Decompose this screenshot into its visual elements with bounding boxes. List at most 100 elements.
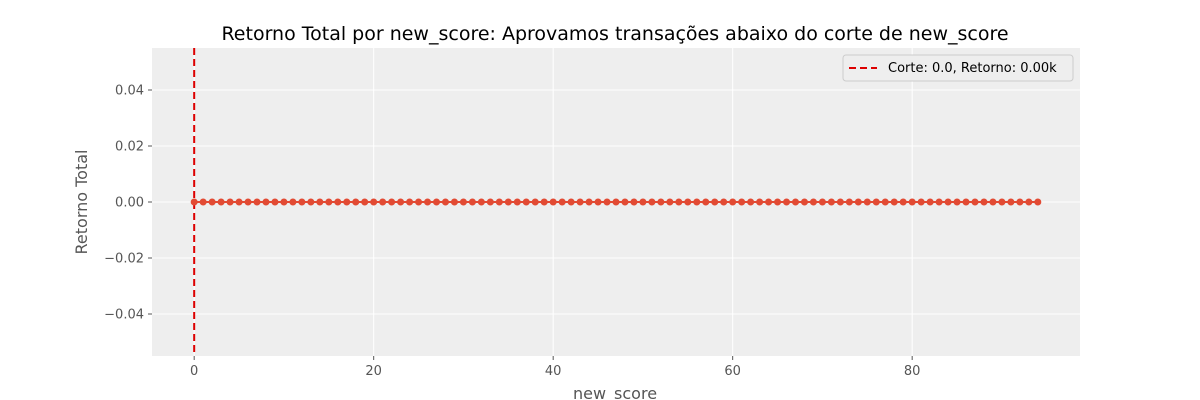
data-point bbox=[441, 198, 449, 206]
data-point bbox=[190, 198, 198, 206]
x-tick-label: 40 bbox=[545, 364, 562, 379]
data-point bbox=[872, 198, 880, 206]
data-point bbox=[791, 198, 799, 206]
y-tick-label: −0.04 bbox=[104, 308, 144, 323]
y-tick-label: 0.02 bbox=[115, 140, 144, 155]
data-point bbox=[899, 198, 907, 206]
data-point bbox=[845, 198, 853, 206]
data-point bbox=[747, 198, 755, 206]
data-point bbox=[756, 198, 764, 206]
data-point bbox=[800, 198, 808, 206]
data-point bbox=[926, 198, 934, 206]
data-point bbox=[540, 198, 548, 206]
data-point bbox=[998, 198, 1006, 206]
data-point bbox=[271, 198, 279, 206]
data-point bbox=[684, 198, 692, 206]
data-point bbox=[729, 198, 737, 206]
data-point bbox=[522, 198, 530, 206]
data-point bbox=[226, 198, 234, 206]
data-point bbox=[720, 198, 728, 206]
data-point bbox=[361, 198, 369, 206]
data-point bbox=[693, 198, 701, 206]
data-point bbox=[334, 198, 342, 206]
data-point bbox=[783, 198, 791, 206]
x-tick-label: 80 bbox=[904, 364, 921, 379]
data-point bbox=[594, 198, 602, 206]
data-point bbox=[989, 198, 997, 206]
data-point bbox=[262, 198, 270, 206]
data-point bbox=[738, 198, 746, 206]
data-point bbox=[352, 198, 360, 206]
data-point bbox=[307, 198, 315, 206]
data-point bbox=[217, 198, 225, 206]
data-point bbox=[289, 198, 297, 206]
data-point bbox=[549, 198, 557, 206]
data-point bbox=[908, 198, 916, 206]
data-point bbox=[1034, 198, 1042, 206]
data-point bbox=[325, 198, 333, 206]
data-point bbox=[711, 198, 719, 206]
data-point bbox=[558, 198, 566, 206]
data-point bbox=[495, 198, 503, 206]
legend: Corte: 0.0, Retorno: 0.00k bbox=[842, 54, 1074, 82]
data-point bbox=[1025, 198, 1033, 206]
data-point bbox=[424, 198, 432, 206]
data-point bbox=[639, 198, 647, 206]
data-point bbox=[836, 198, 844, 206]
data-point bbox=[881, 198, 889, 206]
ticks: 0 20 40 60 80 −0.04 −0.02 0.00 0.02 0.04 bbox=[104, 84, 920, 380]
data-point bbox=[459, 198, 467, 206]
data-point bbox=[253, 198, 261, 206]
data-point bbox=[863, 198, 871, 206]
data-point bbox=[1007, 198, 1015, 206]
data-point bbox=[657, 198, 665, 206]
data-point bbox=[316, 198, 324, 206]
data-point bbox=[468, 198, 476, 206]
data-point bbox=[603, 198, 611, 206]
data-point bbox=[433, 198, 441, 206]
data-point bbox=[809, 198, 817, 206]
data-point bbox=[370, 198, 378, 206]
legend-box bbox=[842, 54, 1074, 82]
data-point bbox=[944, 198, 952, 206]
data-point bbox=[208, 198, 216, 206]
data-point bbox=[1016, 198, 1024, 206]
data-point bbox=[199, 198, 207, 206]
data-point bbox=[576, 198, 584, 206]
data-point bbox=[675, 198, 683, 206]
data-point bbox=[477, 198, 485, 206]
data-point bbox=[980, 198, 988, 206]
data-point bbox=[818, 198, 826, 206]
x-tick-label: 20 bbox=[365, 364, 382, 379]
data-point bbox=[567, 198, 575, 206]
data-point bbox=[504, 198, 512, 206]
data-point bbox=[612, 198, 620, 206]
data-point bbox=[388, 198, 396, 206]
data-point bbox=[702, 198, 710, 206]
y-axis-label: Retorno Total bbox=[72, 150, 91, 255]
x-tick-label: 60 bbox=[724, 364, 741, 379]
data-point bbox=[935, 198, 943, 206]
data-point bbox=[486, 198, 494, 206]
data-point bbox=[953, 198, 961, 206]
data-point bbox=[774, 198, 782, 206]
data-point bbox=[621, 198, 629, 206]
data-point bbox=[827, 198, 835, 206]
data-point bbox=[666, 198, 674, 206]
y-tick-label: −0.02 bbox=[104, 252, 144, 267]
data-point bbox=[298, 198, 306, 206]
data-point bbox=[765, 198, 773, 206]
data-point bbox=[648, 198, 656, 206]
data-point bbox=[379, 198, 387, 206]
data-point bbox=[917, 198, 925, 206]
x-axis-label: new_score bbox=[573, 384, 657, 400]
data-point bbox=[962, 198, 970, 206]
data-point bbox=[450, 198, 458, 206]
data-point bbox=[854, 198, 862, 206]
y-tick-label: 0.04 bbox=[115, 84, 144, 99]
data-point bbox=[343, 198, 351, 206]
data-point bbox=[630, 198, 638, 206]
data-point bbox=[397, 198, 405, 206]
data-point bbox=[406, 198, 414, 206]
data-point bbox=[585, 198, 593, 206]
